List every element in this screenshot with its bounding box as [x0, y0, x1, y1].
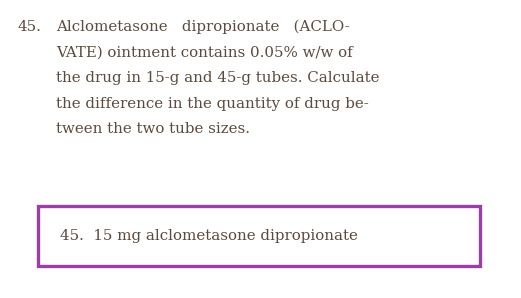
Text: the difference in the quantity of drug be-: the difference in the quantity of drug b…	[56, 97, 369, 111]
Text: the drug in 15-g and 45-g tubes. Calculate: the drug in 15-g and 45-g tubes. Calcula…	[56, 71, 379, 85]
Text: Alclometasone   dipropionate   (ACLO-: Alclometasone dipropionate (ACLO-	[56, 20, 350, 34]
FancyBboxPatch shape	[38, 206, 480, 266]
Text: 45.: 45.	[18, 20, 42, 34]
Text: tween the two tube sizes.: tween the two tube sizes.	[56, 122, 250, 136]
Text: VATE) ointment contains 0.05% w/w of: VATE) ointment contains 0.05% w/w of	[56, 46, 353, 60]
Text: 45.  15 mg alclometasone dipropionate: 45. 15 mg alclometasone dipropionate	[60, 229, 358, 243]
